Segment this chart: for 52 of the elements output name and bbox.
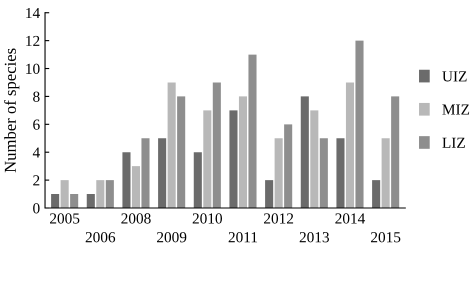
y-axis-title: Number of species [4,48,20,172]
bar [51,194,60,208]
bar [391,96,400,208]
x-tick-label: 2015 [371,232,400,242]
bar [212,82,221,208]
x-tick-label: 2012 [264,213,294,224]
x-tick-label: 2010 [192,213,222,224]
bar [141,138,150,208]
bar [229,110,238,208]
x-tick-label: 2005 [50,213,80,224]
x-tick-label: 2009 [157,232,186,242]
legend-label: MIZ [442,104,470,115]
y-tick-label: 6 [33,120,40,130]
bar [122,152,131,208]
bar [168,82,176,208]
bar [194,152,202,208]
bar [158,138,166,208]
y-tick-label: 2 [33,175,40,186]
x-tick-label: 2011 [228,232,258,242]
x-tick-label: 2008 [121,213,151,224]
bar [320,138,328,208]
y-tick-label: 4 [32,147,40,158]
x-tick-label: 2013 [300,232,329,242]
bar [310,110,318,208]
bar [284,124,292,208]
y-tick-label: 14 [26,8,40,18]
y-tick-label: 10 [26,64,40,74]
bar [96,180,104,208]
bar [355,40,364,208]
y-tick-label: 12 [26,36,40,46]
bar [382,138,390,208]
x-tick-label: 2014 [335,213,366,224]
bar [70,194,78,208]
bar [238,96,248,208]
legend-label: LIZ [442,138,465,148]
bar [60,180,69,208]
bar [336,138,345,208]
x-tick-label: 2006 [86,232,116,242]
bar [86,194,95,208]
bar [177,96,186,208]
bar [274,138,283,208]
bar [265,180,274,208]
bar [346,82,354,208]
y-tick-label: 8 [33,92,40,102]
bar [248,54,257,208]
y-tick-label: 0 [33,203,40,214]
bar [106,180,114,208]
bar [300,96,309,208]
bar [132,166,140,208]
bar [372,180,380,208]
legend-label: UIZ [442,71,467,82]
bar [203,110,212,208]
